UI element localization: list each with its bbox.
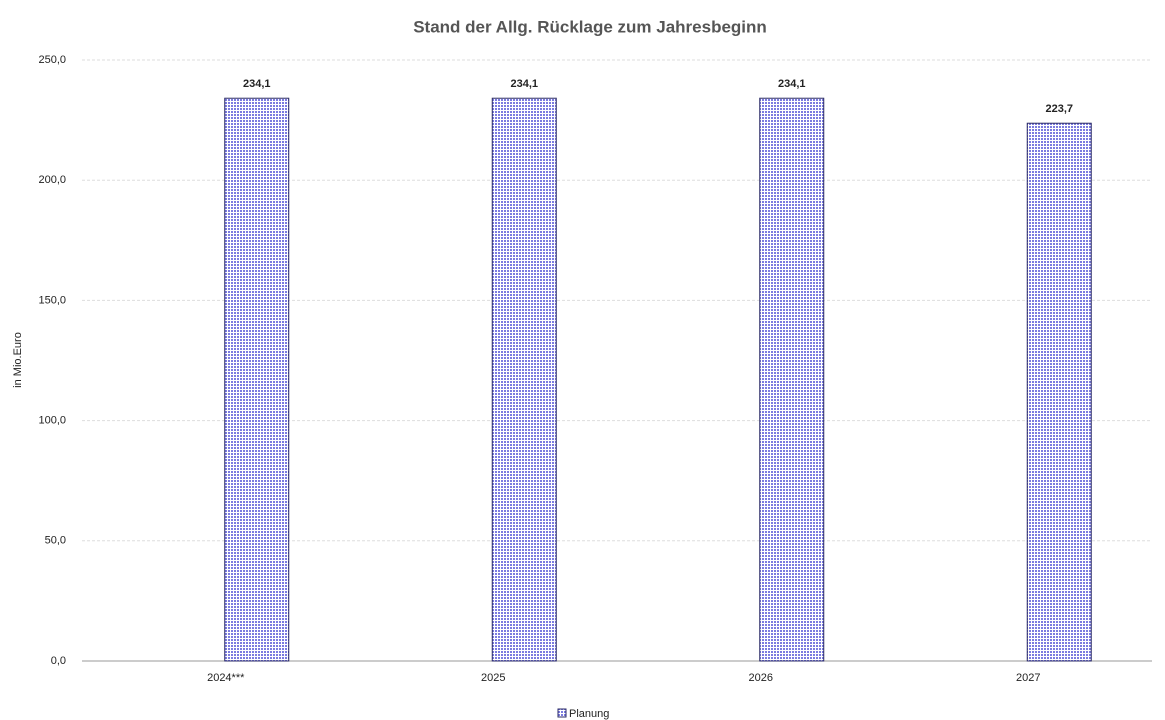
y-axis-label: in Mio.Euro	[12, 332, 24, 388]
bar	[1026, 122, 1092, 662]
legend-swatch	[557, 708, 567, 718]
x-tick-label: 2027	[1016, 672, 1040, 684]
y-tick-label: 0,0	[51, 655, 66, 667]
y-tick-label: 200,0	[38, 174, 66, 186]
x-tick-label: 2024***	[207, 672, 245, 684]
x-tick-label: 2025	[481, 672, 505, 684]
chart-title: Stand der Allg. Rücklage zum Jahresbegin…	[413, 17, 767, 36]
y-tick-label: 250,0	[38, 54, 66, 66]
bar	[759, 97, 825, 662]
y-tick-label: 50,0	[45, 535, 66, 547]
data-label: 223,7	[1045, 103, 1073, 115]
data-label: 234,1	[510, 78, 538, 90]
y-tick-label: 100,0	[38, 415, 66, 427]
bar	[224, 97, 290, 662]
legend-label: Planung	[569, 708, 609, 720]
data-label: 234,1	[778, 78, 806, 90]
y-tick-label: 150,0	[38, 294, 66, 306]
bar	[491, 97, 557, 662]
data-label: 234,1	[243, 78, 271, 90]
x-tick-label: 2026	[749, 672, 773, 684]
